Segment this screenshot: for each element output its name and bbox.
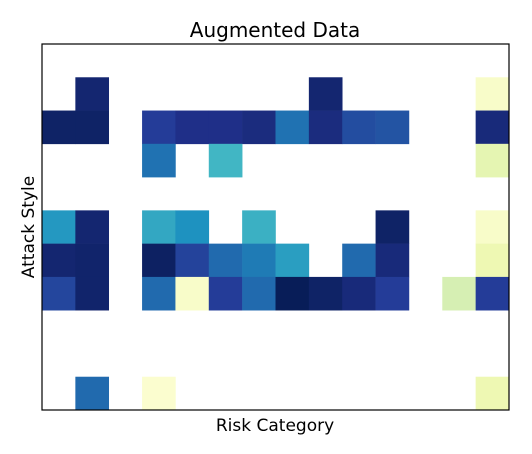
heatmap-cell (175, 210, 210, 244)
heatmap-cell (142, 210, 176, 244)
heatmap-cell (242, 243, 276, 278)
heatmap-cell (342, 243, 376, 278)
heatmap-cell (42, 276, 76, 311)
heatmap-cell (75, 77, 110, 111)
heatmap-cell (308, 77, 343, 111)
cells (42, 77, 510, 411)
heatmap-cell (375, 110, 410, 145)
heatmap-cell (75, 210, 110, 244)
heatmap-cell (275, 110, 310, 145)
heatmap-cell (208, 110, 243, 145)
heatmap-cell (175, 110, 210, 145)
chart-title: Augmented Data (190, 18, 360, 42)
heatmap-cell (208, 143, 243, 178)
heatmap-cell (242, 110, 276, 145)
heatmap-cell (342, 276, 376, 311)
heatmap-cell (42, 210, 76, 244)
heatmap-cell (375, 210, 410, 244)
x-axis-label: Risk Category (216, 416, 334, 436)
heatmap-cell (275, 276, 310, 311)
heatmap-cell (475, 110, 510, 145)
heatmap-cell (42, 110, 76, 145)
heatmap-cell (308, 110, 343, 145)
heatmap-cell (475, 276, 510, 311)
heatmap-cell (475, 210, 510, 244)
heatmap-cell (475, 77, 510, 111)
heatmap-cell (142, 243, 176, 278)
heatmap-cell (142, 143, 176, 178)
heatmap-cell (142, 110, 176, 145)
heatmap-cell (208, 243, 243, 278)
heatmap-cell (142, 276, 176, 311)
heatmap-cell (242, 276, 276, 311)
y-axis-label: Attack Style (19, 176, 39, 278)
heatmap-cell (375, 243, 410, 278)
heatmap-cell (475, 243, 510, 278)
heatmap-cell (242, 210, 276, 244)
heatmap-cell (175, 243, 210, 278)
heatmap-cell (75, 376, 110, 411)
heatmap-cell (142, 376, 176, 411)
heatmap-cell (342, 110, 376, 145)
heatmap-cell (42, 243, 76, 278)
heatmap-cell (442, 276, 476, 311)
heatmap-cell (175, 276, 210, 311)
heatmap-cell (275, 243, 310, 278)
heatmap-cell (75, 110, 110, 145)
plot-frame (41, 43, 510, 411)
heatmap-cell (308, 276, 343, 311)
heatmap-cell (375, 276, 410, 311)
heatmap-cell (475, 376, 510, 411)
heatmap-cell (75, 243, 110, 278)
heatmap-cell (475, 143, 510, 178)
heatmap-cell (75, 276, 110, 311)
heatmap-cell (208, 276, 243, 311)
